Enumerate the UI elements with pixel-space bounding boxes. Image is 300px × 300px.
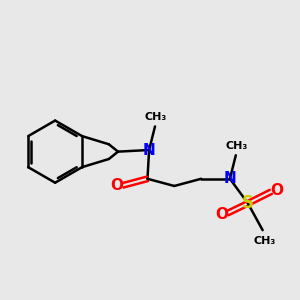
Text: CH₃: CH₃ [226,141,248,151]
Text: N: N [224,171,236,186]
Text: S: S [242,194,254,212]
Text: O: O [110,178,124,193]
Text: CH₃: CH₃ [145,112,167,122]
Text: CH₃: CH₃ [253,236,275,246]
Text: O: O [270,183,283,198]
Text: O: O [215,207,228,222]
Text: N: N [143,142,155,158]
